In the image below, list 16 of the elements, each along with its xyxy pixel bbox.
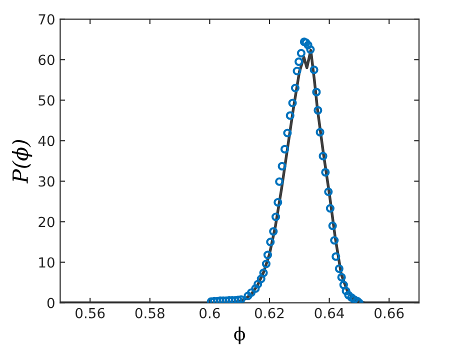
x-tick-label: 0.56	[76, 308, 105, 318]
x-tick-label: 0.62	[254, 308, 284, 318]
x-tick-label: 0.66	[374, 308, 404, 318]
x-axis-title: ϕ	[234, 326, 246, 344]
y-tick-label: 50	[38, 95, 54, 106]
y-axis-title: P(ϕ)	[12, 140, 32, 184]
x-tick-label: 0.58	[135, 308, 164, 318]
y-tick-label: 40	[38, 136, 54, 146]
x-tick-label: 0.64	[314, 308, 344, 318]
y-tick-label: 20	[38, 216, 54, 228]
y-tick-label: 30	[38, 176, 54, 187]
y-tick-label: 0	[47, 298, 54, 308]
x-tick-label: 0.6	[200, 308, 220, 318]
y-tick-label: 10	[39, 257, 54, 268]
y-tick-label: 60	[38, 54, 54, 66]
y-tick-label: 70	[38, 14, 54, 25]
